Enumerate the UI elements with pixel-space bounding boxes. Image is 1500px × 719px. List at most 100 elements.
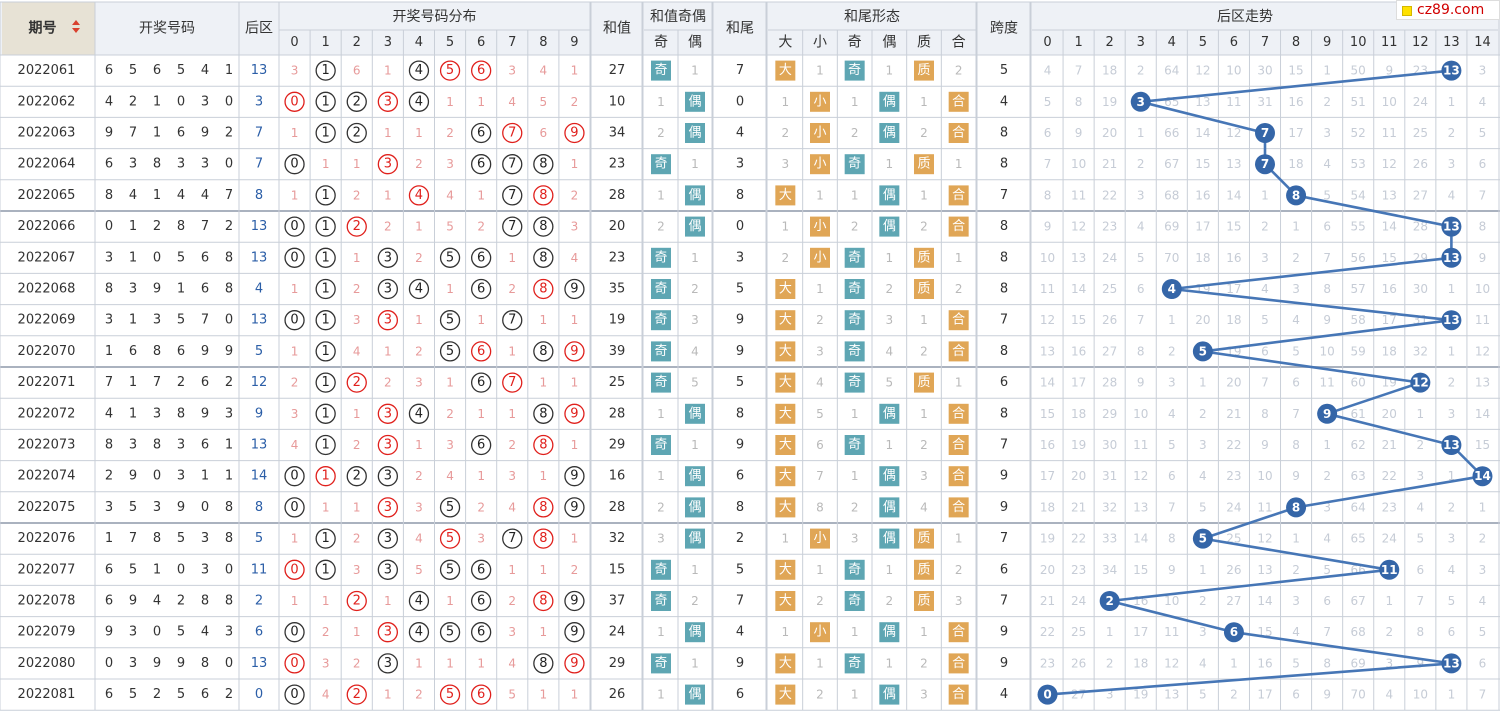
trend-miss: 9	[1075, 126, 1083, 140]
tail-form-label: 偶	[883, 188, 896, 203]
winning-digit: 1	[225, 63, 233, 78]
winning-digit: 5	[129, 687, 137, 702]
issue-number: 2022064	[18, 157, 76, 172]
tail-form-label: 偶	[883, 94, 896, 109]
tail-form-label: 质	[917, 531, 930, 546]
tail-value: 5	[736, 562, 744, 577]
trend-miss: 9	[1137, 376, 1145, 390]
issue-number: 2022063	[18, 126, 76, 141]
tail-form-miss: 1	[955, 376, 963, 390]
dist-miss: 2	[415, 157, 423, 171]
winning-digit: 0	[201, 500, 209, 515]
back-number: 5	[255, 531, 263, 546]
trend-miss: 1	[1137, 126, 1145, 140]
trend-miss: 27	[1071, 688, 1086, 702]
winning-digit: 1	[225, 438, 233, 453]
dist-ball	[284, 684, 305, 705]
header-trend-digit: 5	[1199, 35, 1207, 50]
trend-miss: 18	[1288, 157, 1303, 171]
trend-miss: 1	[1479, 500, 1487, 514]
dist-miss: 4	[322, 688, 330, 702]
dist-ball	[408, 403, 430, 424]
trend-miss: 8	[1417, 625, 1425, 639]
trend-miss: 2	[1168, 344, 1176, 358]
trend-miss: 22	[1102, 188, 1117, 202]
site-badge[interactable]: cz89.com	[1396, 0, 1500, 20]
trend-miss: 15	[1382, 251, 1397, 265]
dist-ball-digit: 3	[384, 313, 392, 328]
winning-digit: 3	[177, 469, 185, 484]
header-issue[interactable]: 期号	[29, 21, 57, 37]
trend-miss: 13	[1133, 500, 1148, 514]
dist-ball	[377, 278, 399, 300]
trend-ball-digit: 12	[1412, 376, 1429, 390]
parity-even-miss: 1	[691, 251, 699, 265]
dist-miss: 4	[508, 656, 516, 670]
tail-form-label: 小	[813, 625, 826, 640]
trend-miss: 50	[1351, 64, 1366, 78]
tail-form-miss: 2	[851, 126, 859, 140]
dist-miss: 3	[446, 157, 454, 171]
trend-miss: 24	[1102, 251, 1117, 265]
trend-miss: 63	[1351, 469, 1366, 483]
dist-ball-digit: 3	[384, 282, 392, 297]
winning-digit: 0	[225, 157, 233, 172]
dist-miss: 1	[571, 532, 579, 546]
dist-miss: 4	[446, 469, 454, 483]
sort-down-icon[interactable]	[72, 28, 80, 33]
dist-ball-digit: 1	[322, 282, 330, 297]
tail-form-label: 大	[779, 188, 792, 203]
dist-ball	[502, 310, 523, 331]
tail-form-miss: 1	[886, 656, 894, 670]
back-number: 8	[255, 188, 263, 203]
dist-ball	[377, 154, 399, 175]
dist-miss: 2	[384, 376, 392, 390]
tail-form-label: 奇	[848, 437, 861, 453]
dist-miss: 1	[571, 157, 579, 171]
tail-value: 5	[736, 282, 744, 297]
header-dist-digit: 6	[477, 35, 485, 50]
trend-miss: 12	[1475, 344, 1490, 358]
sum-value: 28	[609, 406, 626, 421]
sort-up-icon[interactable]	[72, 20, 80, 25]
tail-form-label: 合	[952, 687, 965, 702]
tail-form-label: 大	[779, 63, 792, 78]
winning-digit: 9	[201, 344, 209, 359]
dist-ball-digit: 3	[384, 656, 392, 671]
dist-ball	[502, 216, 523, 237]
trend-miss: 2	[1448, 376, 1456, 390]
tail-form-label: 大	[779, 313, 792, 328]
parity-odd-box	[651, 60, 671, 81]
trend-miss: 1	[1230, 656, 1238, 670]
dist-ball	[377, 497, 399, 518]
trend-miss: 2	[1137, 64, 1145, 78]
trend-miss: 3	[1323, 126, 1331, 140]
tail-form-label: 质	[917, 562, 930, 577]
dist-ball-digit: 8	[539, 438, 547, 453]
trend-miss: 57	[1351, 282, 1366, 296]
back-number: 14	[251, 469, 268, 484]
dist-miss: 5	[446, 220, 454, 234]
trend-ball-digit: 5	[1199, 344, 1207, 358]
trend-miss: 5	[1199, 688, 1207, 702]
dist-miss: 1	[353, 407, 361, 421]
sum-value: 10	[609, 94, 626, 109]
dist-ball-digit: 0	[290, 687, 298, 702]
header-form-col: 奇	[848, 34, 862, 51]
trend-miss: 7	[1479, 188, 1487, 202]
dist-ball-digit: 8	[539, 250, 547, 265]
sum-value: 39	[609, 344, 626, 359]
tail-form-label: 奇	[848, 156, 861, 172]
header-tail-form: 和尾形态	[844, 9, 900, 25]
winning-digit: 5	[177, 63, 185, 78]
tail-form-box	[810, 216, 830, 237]
tail-form-label: 合	[952, 500, 965, 515]
parity-odd-miss: 2	[657, 500, 665, 514]
back-number: 7	[255, 126, 263, 141]
dist-ball	[564, 590, 585, 612]
winning-digit: 3	[105, 313, 113, 328]
trend-miss: 15	[1133, 563, 1148, 577]
winning-digit: 1	[177, 282, 185, 297]
trend-miss: 23	[1071, 563, 1086, 577]
dist-miss: 3	[508, 625, 516, 639]
